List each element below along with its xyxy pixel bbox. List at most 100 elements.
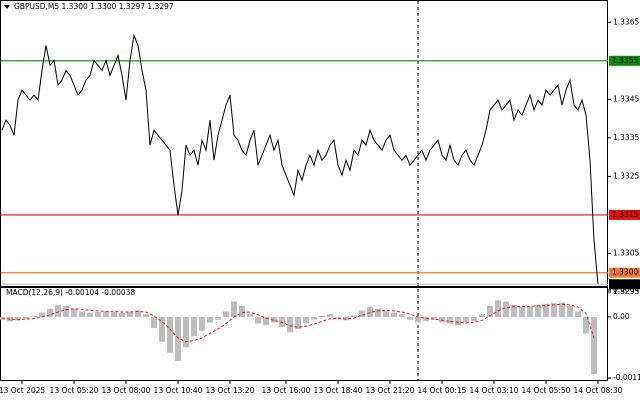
macd-bar: [407, 316, 413, 320]
macd-bar: [31, 315, 37, 317]
macd-bar: [351, 315, 357, 317]
macd-bar: [399, 314, 405, 317]
macd-title: MACD(12,26,9) -0.00104 -0.00038: [6, 288, 135, 297]
y-tick-label: 1.3345: [613, 94, 639, 103]
macd-bar: [287, 316, 293, 333]
macd-bar: [583, 316, 589, 334]
level-label: 1.3315: [612, 210, 638, 219]
macd-bar: [575, 311, 581, 317]
macd-bar: [135, 310, 141, 317]
macd-bar: [423, 316, 429, 322]
x-tick-label: 13 Oct 10:40: [154, 386, 203, 395]
x-tick-label: 14 Oct 08:30: [574, 386, 623, 395]
macd-bar: [143, 314, 149, 317]
price-line: [1, 33, 599, 285]
macd-bar: [167, 316, 173, 353]
macd-bar: [79, 311, 85, 317]
macd-bar: [455, 316, 461, 326]
y-tick-label: 1.3325: [613, 171, 639, 180]
macd-bar: [375, 308, 381, 317]
macd-bar: [191, 316, 197, 337]
macd-bar: [335, 316, 341, 319]
macd-bar: [215, 316, 221, 320]
macd-bar: [543, 303, 549, 317]
macd-bar: [47, 308, 53, 317]
main-frame: [0, 0, 608, 287]
y-tick-label: 0.00049: [613, 285, 640, 294]
macd-bar: [263, 316, 269, 326]
macd-bar: [439, 316, 445, 323]
macd-bar: [119, 312, 125, 317]
macd-bar: [383, 310, 389, 317]
macd-bar: [87, 312, 93, 317]
macd-bar: [231, 301, 237, 317]
macd-bar: [207, 316, 213, 323]
level-tag: [609, 55, 640, 66]
macd-bar: [271, 316, 277, 323]
macd-bar: [223, 311, 229, 317]
x-tick-label: 13 Oct 05:20: [50, 386, 99, 395]
x-tick-label: 13 Oct 21:20: [366, 386, 415, 395]
y-tick-label: 1.3295: [613, 287, 639, 296]
y-tick-label: 1.3365: [613, 17, 639, 26]
menu-triangle: [4, 5, 10, 9]
macd-bar: [239, 305, 245, 317]
macd-bar: [199, 316, 205, 331]
macd-bar: [495, 300, 501, 317]
macd-bar: [55, 304, 61, 317]
y-tick-label: 1.3305: [613, 248, 639, 257]
macd-bar: [463, 316, 469, 323]
macd-bar: [591, 316, 597, 375]
x-tick-label: 13 Oct 2025: [0, 386, 45, 395]
x-tick-label: 13 Oct 16:00: [262, 386, 311, 395]
y-tick-label: 0.00: [613, 312, 630, 321]
macd-bar: [247, 314, 253, 317]
macd-bar: [15, 316, 21, 321]
macd-bar: [519, 307, 525, 317]
macd-bar: [255, 316, 261, 324]
macd-bar: [511, 304, 517, 317]
macd-bar: [295, 316, 301, 330]
level-label: 1.3355: [612, 56, 638, 65]
macd-bar: [95, 312, 101, 317]
level-label: 1.3300: [612, 268, 638, 277]
level-tag: [609, 267, 640, 278]
macd-bar: [415, 316, 421, 323]
macd-bar: [567, 305, 573, 317]
x-tick-label: 13 Oct 13:20: [206, 386, 255, 395]
macd-bar: [159, 316, 165, 342]
y-tick-label: 1.3335: [613, 133, 639, 142]
macd-bar: [303, 316, 309, 324]
y-tick-label: -0.00111: [613, 373, 640, 382]
macd-bar: [103, 311, 109, 317]
macd-bar: [183, 316, 189, 348]
current-price-tag: [609, 279, 640, 290]
x-tick-label: 14 Oct 00:15: [418, 386, 467, 395]
macd-bar: [487, 305, 493, 317]
macd-bar: [391, 312, 397, 317]
macd-bar: [447, 316, 453, 324]
macd-bar: [319, 315, 325, 317]
x-tick-label: 13 Oct 18:40: [314, 386, 363, 395]
current-price-label: 1.3297: [612, 279, 638, 288]
macd-bar: [327, 314, 333, 317]
x-tick-label: 13 Oct 08:00: [102, 386, 151, 395]
signal-line: [1, 303, 595, 343]
macd-bar: [535, 304, 541, 317]
chart-title: GBPUSD,M5 1.3300 1.3300 1.3297 1.3297: [14, 2, 174, 11]
macd-bar: [311, 316, 317, 320]
macd-bar: [111, 312, 117, 317]
macd-bar: [503, 301, 509, 317]
macd-bar: [479, 314, 485, 317]
x-tick-label: 14 Oct 03:10: [470, 386, 519, 395]
macd-bar: [7, 316, 13, 322]
macd-bar: [359, 310, 365, 317]
macd-bar: [39, 312, 45, 317]
macd-bar: [551, 303, 557, 317]
macd-bar: [527, 305, 533, 317]
x-tick-label: 14 Oct 05:50: [522, 386, 571, 395]
macd-bar: [23, 316, 29, 319]
macd-frame: [0, 287, 608, 381]
